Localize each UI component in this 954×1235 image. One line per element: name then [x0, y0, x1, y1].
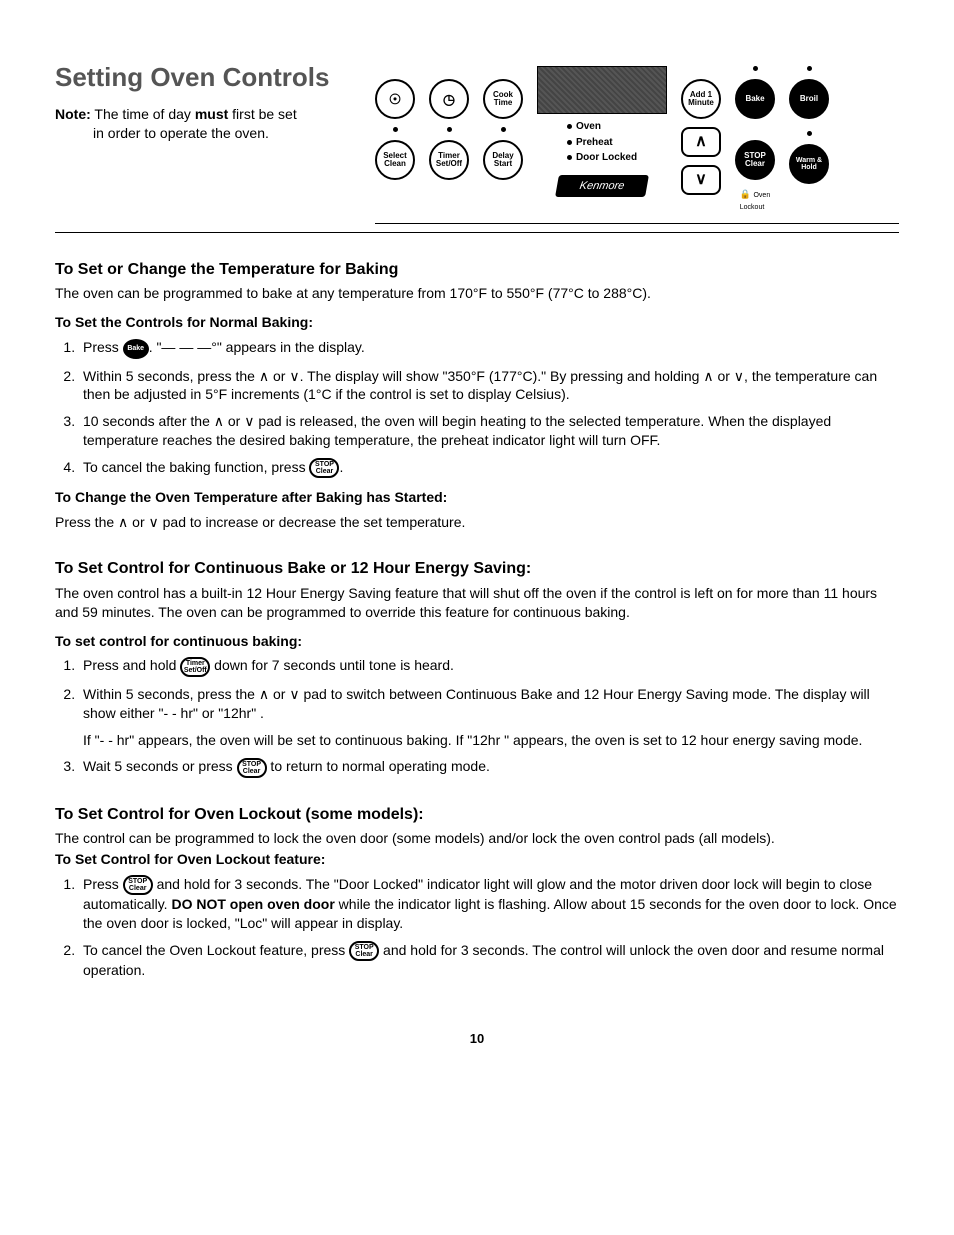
s1-step1: Press Bake. "— — —°" appears in the disp… [79, 338, 899, 358]
indicator-dot [393, 127, 398, 132]
warm-hold-button: Warm & Hold [789, 144, 829, 184]
section2-intro: The oven control has a built-in 12 Hour … [55, 584, 899, 622]
header-row: Setting Oven Controls Note: The time of … [55, 60, 899, 233]
title-block: Setting Oven Controls Note: The time of … [55, 60, 375, 224]
do-not-open: DO NOT open oven door [171, 896, 334, 912]
stop-clear-button: STOP Clear [735, 140, 775, 180]
section3-sub1: To Set Control for Oven Lockout feature: [55, 850, 899, 869]
note-text-b: first be set [228, 106, 296, 122]
control-panel-diagram: ☉ Select Clean ◷ Timer Set/Off Cook Time… [375, 60, 899, 224]
panel-rule [375, 223, 899, 224]
indicator-dot [807, 131, 812, 136]
bake-icon: Bake [123, 339, 149, 359]
col-clock: ◷ Timer Set/Off [429, 66, 469, 180]
page-number: 10 [55, 1030, 899, 1048]
ind-doorlocked: Door Locked [576, 151, 637, 165]
note-line-1: Note: The time of day must first be set [55, 105, 375, 124]
light-button: ☉ [375, 79, 415, 119]
indicator-dot [501, 127, 506, 132]
display-screen [537, 66, 667, 114]
indicator-dot [807, 66, 812, 71]
col-broil: Broil Warm & Hold [789, 66, 829, 184]
lockout-icon: 🔒 Oven Lockout [740, 188, 770, 213]
ind-preheat: Preheat [576, 136, 613, 150]
page-title: Setting Oven Controls [55, 60, 375, 95]
note-line-2: in order to operate the oven. [55, 124, 375, 143]
delay-start-button: Delay Start [483, 140, 523, 180]
display-column: Oven Preheat Door Locked Kenmore [537, 66, 667, 197]
s1-step2: Within 5 seconds, press the ∧ or ∨. The … [79, 367, 899, 405]
note-must: must [195, 106, 228, 122]
s2-step3: Wait 5 seconds or press STOP Clear to re… [79, 757, 899, 777]
col-bake: Bake STOP Clear 🔒 Oven Lockout [735, 66, 775, 213]
section2-sub1: To set control for continuous baking: [55, 632, 899, 651]
s2-step2: Within 5 seconds, press the ∧ or ∨ pad t… [79, 685, 899, 750]
broil-button: Broil [789, 79, 829, 119]
stop-clear-icon: STOP Clear [123, 875, 153, 895]
s3-step2: To cancel the Oven Lockout feature, pres… [79, 941, 899, 980]
brand-badge: Kenmore [555, 175, 649, 197]
timer-icon: Timer Set/Off [180, 657, 210, 677]
bake-button: Bake [735, 79, 775, 119]
indicator-labels: Oven Preheat Door Locked [567, 120, 637, 167]
arrow-up-button: ∧ [681, 127, 721, 157]
s2-step2-note: If "- - hr" appears, the oven will be se… [83, 731, 899, 750]
section1-heading: To Set or Change the Temperature for Bak… [55, 259, 899, 281]
col-cooktime: Cook Time Delay Start [483, 66, 523, 180]
timer-button: Timer Set/Off [429, 140, 469, 180]
section3-heading: To Set Control for Oven Lockout (some mo… [55, 804, 899, 826]
section3-steps: Press STOP Clear and hold for 3 seconds.… [55, 875, 899, 980]
section1-steps: Press Bake. "— — —°" appears in the disp… [55, 338, 899, 478]
note-text-a: The time of day [94, 106, 194, 122]
stop-clear-icon: STOP Clear [237, 758, 267, 778]
select-clean-button: Select Clean [375, 140, 415, 180]
col-light: ☉ Select Clean [375, 66, 415, 180]
section2-steps: Press and hold Timer Set/Off down for 7 … [55, 656, 899, 777]
s3-step1: Press STOP Clear and hold for 3 seconds.… [79, 875, 899, 933]
add-minute-button: Add 1 Minute [681, 79, 721, 119]
s1-step3: 10 seconds after the ∧ or ∨ pad is relea… [79, 412, 899, 450]
section3-intro: The control can be programmed to lock th… [55, 829, 899, 848]
ind-oven: Oven [576, 120, 601, 134]
section2-heading: To Set Control for Continuous Bake or 12… [55, 558, 899, 580]
section1-sub2-text: Press the ∧ or ∨ pad to increase or decr… [55, 513, 899, 532]
clock-button: ◷ [429, 79, 469, 119]
s2-step1: Press and hold Timer Set/Off down for 7 … [79, 656, 899, 676]
cook-time-button: Cook Time [483, 79, 523, 119]
note-label: Note: [55, 106, 91, 122]
section1-sub2: To Change the Oven Temperature after Bak… [55, 488, 899, 507]
stop-clear-icon: STOP Clear [349, 941, 379, 961]
indicator-dot [447, 127, 452, 132]
section1-intro: The oven can be programmed to bake at an… [55, 284, 899, 303]
arrow-down-button: ∨ [681, 165, 721, 195]
section1-sub1: To Set the Controls for Normal Baking: [55, 313, 899, 332]
stop-clear-icon: STOP Clear [309, 458, 339, 478]
indicator-dot [753, 66, 758, 71]
s1-step4: To cancel the baking function, press STO… [79, 458, 899, 478]
col-add1: Add 1 Minute ∧ ∨ [681, 66, 721, 195]
